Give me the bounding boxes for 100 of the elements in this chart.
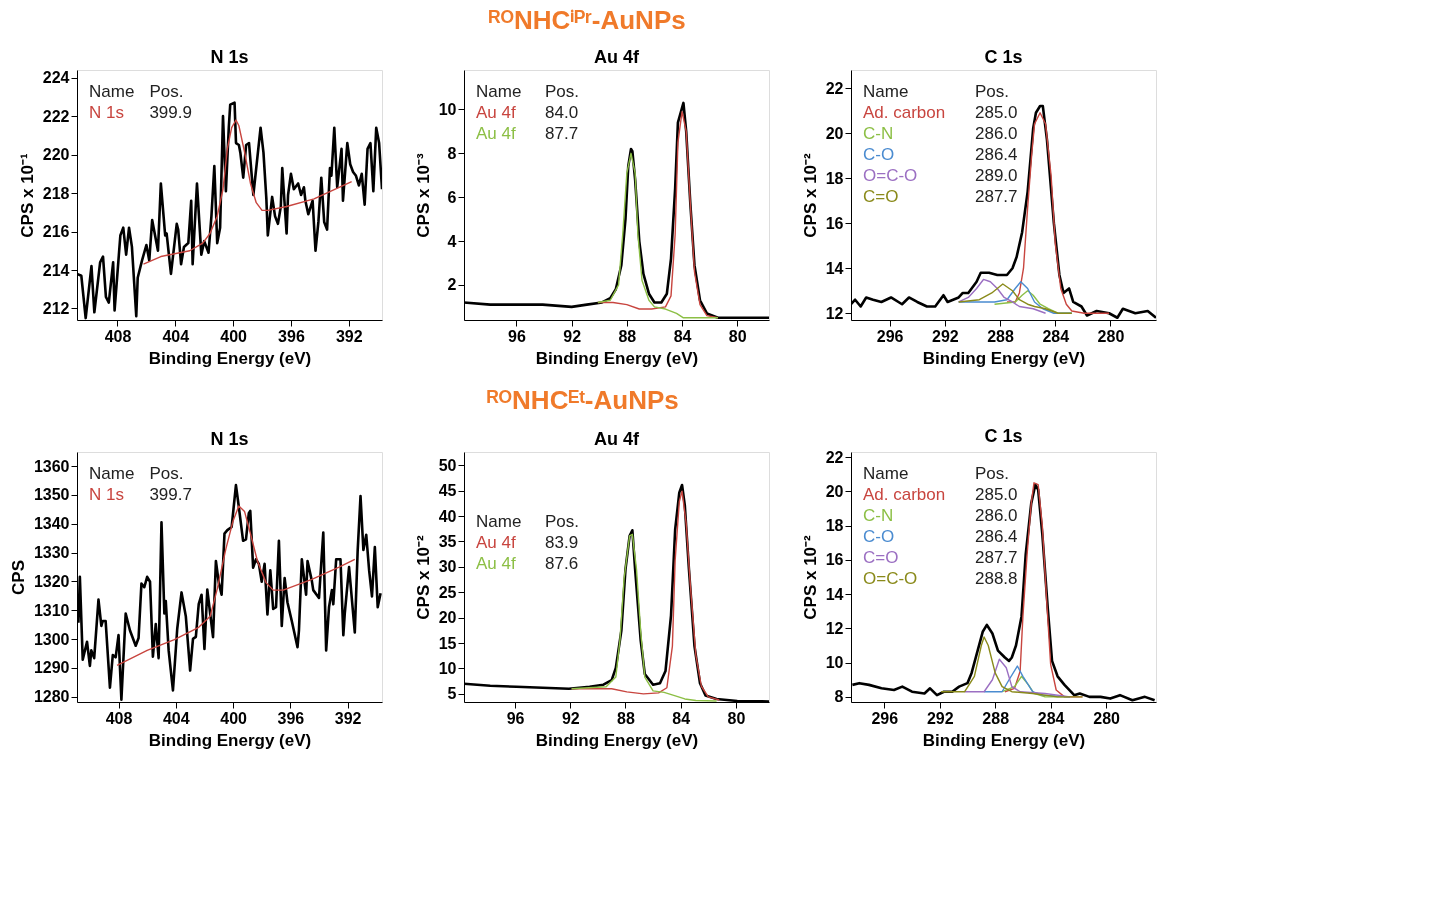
y-tick-label: 16 (825, 214, 844, 232)
annotation: 287.7 (975, 548, 1018, 567)
annotation: 286.0 (975, 506, 1018, 525)
annotation: 399.9 (149, 103, 192, 122)
chart-title: C 1s (984, 47, 1023, 67)
annotation: 287.7 (975, 187, 1018, 206)
annotation: 289.0 (975, 166, 1018, 185)
y-tick-label: 1340 (33, 515, 70, 533)
y-tick-label: 10 (438, 659, 457, 677)
annotation: Name (863, 82, 909, 101)
x-tick-label: 404 (162, 327, 190, 345)
x-tick-label: 400 (220, 709, 248, 727)
annotation: 286.4 (975, 527, 1018, 546)
text: C=O (863, 187, 899, 206)
x-tick-label: 400 (220, 327, 248, 345)
chart-title: N 1s (210, 429, 249, 449)
chart-title: C 1s (984, 426, 1023, 447)
y-tick-label: 216 (42, 223, 70, 241)
y-axis-title: CPS x 10⁻² (800, 534, 820, 620)
text: C=O (863, 548, 899, 567)
text: Au 4f (476, 554, 516, 573)
y-tick-label: 12 (825, 304, 844, 322)
x-tick-label: 284 (1042, 327, 1070, 345)
y-tick-label: 220 (42, 146, 70, 164)
x-tick-label: 92 (561, 709, 580, 727)
chart-subtitle: ᴿᴼNHCᴱᵗ-AuNPs (486, 384, 679, 415)
x-tick-label: 88 (618, 327, 637, 345)
y-axis-title: CPS x 10⁻³ (413, 152, 433, 238)
y-tick-label: 1330 (33, 544, 70, 562)
text: C-O (863, 145, 895, 164)
line-series (957, 278, 1047, 314)
x-tick-label: 392 (334, 709, 362, 727)
y-tick-label: 1290 (33, 659, 70, 677)
text: C-N (863, 506, 894, 525)
x-tick-label: 292 (926, 709, 954, 727)
y-tick-label: 14 (825, 585, 844, 603)
annotation: Pos. (149, 464, 184, 483)
y-tick-label: 22 (825, 79, 844, 97)
y-tick-label: 18 (825, 517, 844, 535)
annotation: Pos. (975, 464, 1010, 483)
y-tick-label: 218 (42, 184, 70, 202)
x-tick-label: 96 (508, 327, 526, 345)
x-tick-label: 92 (563, 327, 582, 345)
text: C-O (863, 527, 895, 546)
x-axis-title: Binding Energy (eV) (148, 730, 312, 750)
y-tick-label: 18 (825, 169, 844, 187)
annotation: Pos. (545, 512, 580, 531)
y-tick-label: 6 (447, 188, 457, 206)
x-axis-title: Binding Energy (eV) (922, 730, 1086, 750)
x-tick-label: 296 (871, 709, 899, 727)
y-tick-label: 4 (447, 232, 457, 250)
x-tick-label: 88 (617, 709, 635, 727)
y-tick-label: 10 (438, 100, 457, 118)
annotation: Name (89, 464, 135, 483)
y-tick-label: 224 (42, 69, 70, 87)
text: Au 4f (476, 533, 516, 552)
y-tick-label: 14 (825, 259, 844, 277)
x-axis-title: Binding Energy (eV) (922, 348, 1086, 368)
x-axis-title: Binding Energy (eV) (148, 348, 312, 368)
y-tick-label: 16 (825, 551, 844, 569)
text: N 1s (89, 485, 124, 504)
y-tick-label: 2 (447, 276, 457, 294)
annotation: 87.6 (545, 554, 579, 573)
text: Au 4f (476, 103, 516, 122)
y-tick-label: 1280 (33, 688, 70, 706)
chart-title: Au 4f (594, 429, 641, 449)
x-tick-label: 284 (1037, 709, 1065, 727)
y-axis-title: CPS x 10⁻² (413, 534, 433, 620)
line-series (940, 636, 1084, 698)
chart-subtitle: ᴿᴼNHCⁱᴾʳ-AuNPs (488, 5, 686, 36)
y-tick-label: 212 (42, 299, 70, 317)
y-axis-title: CPS x 10⁻¹ (17, 152, 37, 238)
y-tick-label: 10 (825, 654, 844, 672)
x-tick-label: 288 (982, 709, 1010, 727)
y-tick-label: 20 (825, 482, 844, 500)
text: O=C-O (863, 166, 918, 185)
y-tick-label: 50 (438, 456, 457, 474)
chart-title: Au 4f (594, 47, 641, 67)
y-tick-label: 1350 (33, 486, 70, 504)
y-tick-label: 30 (438, 558, 457, 576)
x-axis-title: Binding Energy (eV) (535, 730, 699, 750)
y-axis-title: CPS (8, 560, 28, 595)
y-tick-label: 22 (825, 448, 844, 466)
y-tick-label: 45 (438, 482, 457, 500)
y-tick-label: 5 (447, 685, 457, 703)
x-tick-label: 396 (277, 709, 305, 727)
y-tick-label: 8 (447, 144, 457, 162)
line-series (116, 505, 356, 667)
line-series (142, 119, 353, 265)
x-axis-title: Binding Energy (eV) (535, 348, 699, 368)
annotation: Pos. (975, 82, 1010, 101)
y-tick-label: 1360 (33, 457, 70, 475)
annotation: 285.0 (975, 485, 1018, 504)
line-series (597, 152, 719, 319)
y-tick-label: 20 (825, 124, 844, 142)
y-tick-label: 25 (438, 583, 457, 601)
annotation: 83.9 (545, 533, 579, 552)
annotation: 286.4 (975, 145, 1018, 164)
annotation: 285.0 (975, 103, 1018, 122)
x-tick-label: 84 (672, 709, 691, 727)
